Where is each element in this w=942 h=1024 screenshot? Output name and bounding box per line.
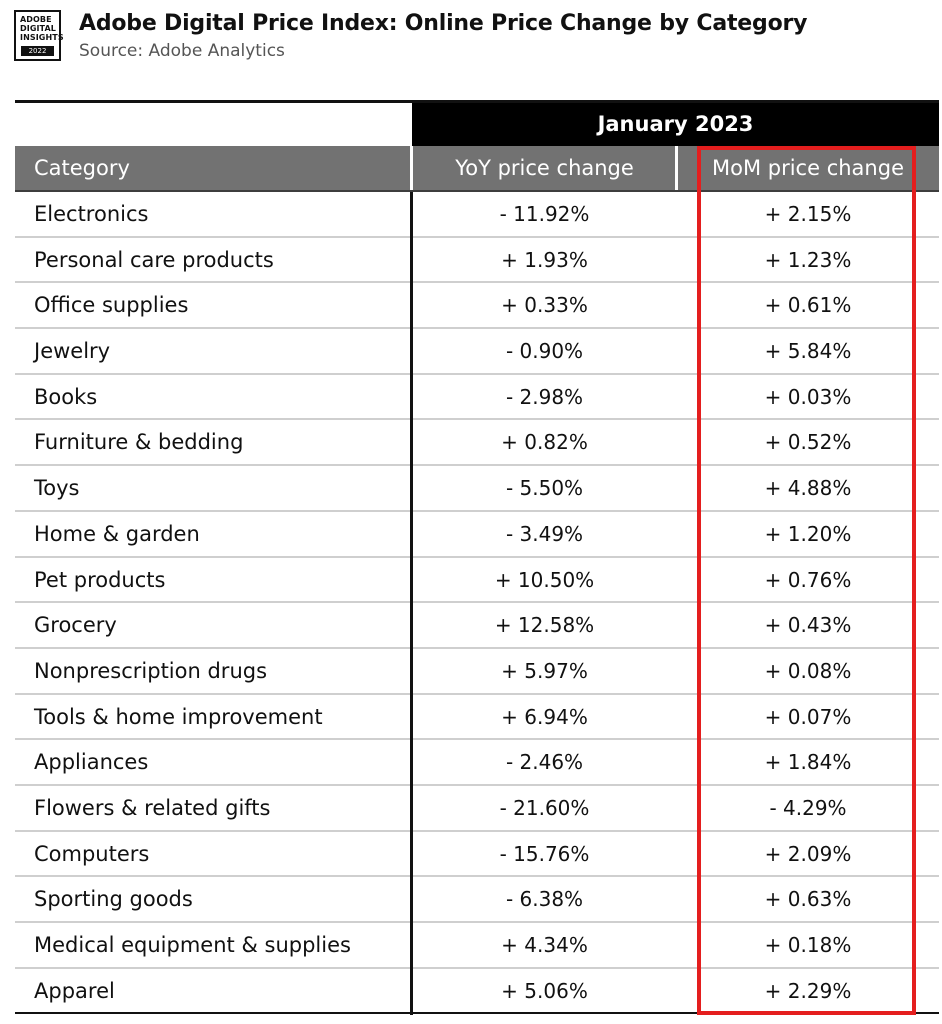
yoy-cell: - 21.60%	[499, 795, 590, 820]
table-row: Appliances - 2.46% + 1.84%	[15, 740, 939, 786]
table-row: Grocery + 12.58% + 0.43%	[15, 603, 939, 649]
mom-cell: + 0.61%	[764, 293, 852, 318]
category-cell: Nonprescription drugs	[34, 658, 268, 683]
header-separator	[675, 146, 678, 190]
category-cell: Toys	[34, 476, 80, 501]
category-cell: Sporting goods	[34, 887, 193, 912]
yoy-cell: + 12.58%	[494, 613, 595, 638]
yoy-cell: + 1.93%	[501, 247, 588, 272]
table-row: Books - 2.98% + 0.03%	[15, 375, 939, 421]
mom-cell: + 0.08%	[764, 658, 852, 683]
adobe-digital-insights-logo: ADOBE DIGITAL INSIGHTS 2022	[14, 10, 64, 61]
yoy-cell: - 2.46%	[505, 750, 584, 775]
logo-line-1: ADOBE	[20, 15, 52, 24]
mom-cell: + 0.18%	[764, 933, 852, 957]
logo-year: 2022	[21, 46, 54, 56]
table-row: Personal care products + 1.93% + 1.23%	[15, 238, 939, 284]
header-yoy: YoY price change	[455, 156, 634, 180]
category-cell: Home & garden	[34, 521, 200, 546]
category-cell: Flowers & related gifts	[34, 795, 271, 820]
category-cell: Furniture & bedding	[34, 430, 244, 455]
mom-cell: + 0.03%	[764, 384, 852, 409]
table-row: Pet products + 10.50% + 0.76%	[15, 558, 939, 604]
category-cell: Apparel	[34, 978, 115, 1003]
category-cell: Books	[34, 384, 98, 409]
yoy-cell: + 10.50%	[494, 567, 595, 592]
mom-cell: + 1.20%	[764, 521, 852, 546]
chart-title: Adobe Digital Price Index: Online Price …	[79, 11, 808, 36]
yoy-cell: + 0.82%	[501, 430, 588, 455]
mom-cell: + 0.52%	[764, 430, 852, 455]
category-cell: Office supplies	[34, 293, 189, 318]
yoy-cell: - 2.98%	[505, 384, 584, 409]
table-row: Jewelry - 0.90% + 5.84%	[15, 329, 939, 375]
yoy-cell: + 4.34%	[501, 933, 588, 957]
chart-subtitle: Source: Adobe Analytics	[79, 41, 285, 61]
mom-cell: + 1.23%	[764, 247, 852, 272]
table-row: Home & garden - 3.49% + 1.20%	[15, 512, 939, 558]
yoy-cell: + 5.06%	[501, 978, 588, 1003]
category-cell: Appliances	[34, 750, 149, 775]
logo-line-3: INSIGHTS	[20, 33, 64, 42]
table-row: Furniture & bedding + 0.82% + 0.52%	[15, 420, 939, 467]
category-cell: Electronics	[34, 202, 149, 226]
header-category: Category	[34, 156, 130, 180]
table-row: Electronics - 11.92% + 2.15%	[15, 192, 939, 238]
mom-cell: + 2.29%	[764, 978, 852, 1003]
yoy-cell: - 6.38%	[505, 887, 584, 912]
table-row: Nonprescription drugs + 5.97% + 0.08%	[15, 649, 939, 695]
yoy-cell: + 5.97%	[501, 658, 588, 683]
category-cell: Grocery	[34, 613, 117, 638]
category-cell: Medical equipment & supplies	[34, 933, 351, 957]
yoy-cell: + 6.94%	[501, 704, 588, 729]
table-row: Sporting goods - 6.38% + 0.63%	[15, 877, 939, 923]
mom-cell: + 0.43%	[764, 613, 852, 638]
table-row: Office supplies + 0.33% + 0.61%	[15, 283, 939, 330]
mom-cell: + 0.63%	[764, 887, 852, 912]
table-row: Tools & home improvement + 6.94% + 0.07%	[15, 695, 939, 741]
table-row: Medical equipment & supplies + 4.34% + 0.1…	[15, 923, 939, 969]
mom-cell: - 4.29%	[769, 795, 847, 820]
category-cell: Jewelry	[34, 339, 111, 364]
mom-cell: + 5.84%	[764, 339, 852, 364]
mom-cell: + 2.09%	[764, 841, 852, 866]
logo-line-2: DIGITAL	[20, 24, 56, 33]
yoy-cell: + 0.33%	[501, 293, 588, 318]
table-row: Computers - 15.76% + 2.09%	[15, 832, 939, 878]
category-cell: Computers	[34, 841, 150, 866]
category-cell: Personal care products	[34, 247, 274, 272]
mom-cell: + 0.07%	[764, 704, 852, 729]
table-row: Toys - 5.50% + 4.88%	[15, 466, 939, 512]
yoy-cell: - 11.92%	[499, 202, 590, 226]
mom-cell: + 0.76%	[764, 567, 852, 592]
header-mom: MoM price change	[712, 156, 904, 180]
yoy-cell: - 0.90%	[505, 339, 584, 364]
yoy-cell: - 3.49%	[505, 521, 584, 546]
table-body: Electronics - 11.92% + 2.15% Personal care …	[15, 192, 939, 1015]
column-divider	[410, 192, 413, 1015]
period-band: January 2023	[15, 100, 939, 146]
table-row: Apparel + 5.06% + 2.29%	[15, 969, 939, 1015]
yoy-cell: - 15.76%	[499, 841, 590, 866]
mom-cell: + 1.84%	[764, 750, 852, 775]
logo-text: ADOBE DIGITAL INSIGHTS	[20, 15, 64, 42]
category-cell: Tools & home improvement	[34, 704, 323, 729]
table-header: Category YoY price change MoM price chan…	[15, 146, 939, 192]
category-cell: Pet products	[34, 567, 166, 592]
yoy-cell: - 5.50%	[505, 476, 584, 501]
mom-cell: + 4.88%	[764, 476, 852, 501]
period-label: January 2023	[412, 103, 939, 146]
mom-cell: + 2.15%	[764, 202, 852, 226]
table-row: Flowers & related gifts - 21.60% - 4.29%	[15, 786, 939, 832]
header-separator	[410, 146, 413, 190]
